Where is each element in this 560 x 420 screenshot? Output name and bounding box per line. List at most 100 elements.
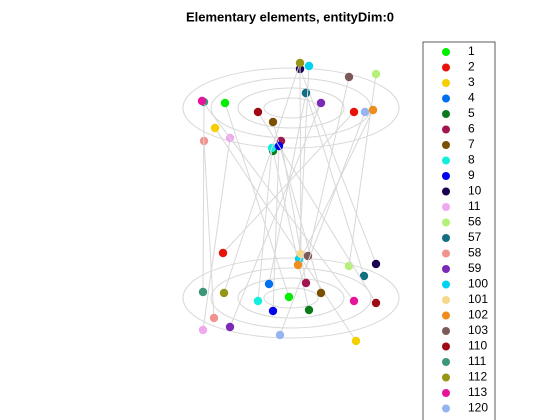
legend-label: 10 [468,184,482,198]
link-line [203,140,215,319]
legend-marker [442,187,450,196]
legend-label: 102 [468,308,488,322]
ring [263,97,319,119]
legend-label: 113 [468,385,487,399]
node-point [225,322,235,332]
node-point [268,117,278,127]
legend-label: 111 [468,354,487,368]
link-line [229,102,322,328]
node-point [316,98,326,108]
legend-marker [442,203,450,211]
node-point [301,278,311,288]
legend-marker [442,265,450,273]
legend-marker [442,79,450,87]
node-point [218,248,228,258]
ring [182,257,400,339]
legend-marker [442,94,450,103]
link-line [307,76,350,257]
link-line [202,101,205,293]
node-point [371,298,381,308]
legend-marker [442,110,450,118]
node-point [304,305,314,315]
legend-label: 2 [468,60,475,74]
legend-label: 57 [468,230,482,244]
node-point [253,296,263,306]
node-point [371,259,381,269]
ring [263,287,319,309]
node-point [295,58,305,68]
link-line [272,121,322,294]
node-point [209,313,219,323]
legend-label: 8 [468,153,475,167]
legend-marker [442,327,450,335]
legend-label: 120 [468,401,488,415]
legend-label: 58 [468,246,482,260]
ring [237,277,345,319]
legend-marker [442,125,450,134]
legend [422,41,496,420]
legend-label: 59 [468,261,482,275]
ring [210,267,372,329]
legend-marker [442,63,450,72]
link-line [299,62,302,255]
legend-marker [442,342,450,351]
node-point [303,251,313,261]
legend-label: 100 [468,277,488,291]
legend-marker [442,218,450,227]
legend-marker [442,296,450,304]
legend-label: 9 [468,168,475,182]
legend-label: 1 [468,44,475,58]
ring [237,87,345,129]
legend-marker [442,404,450,413]
legend-marker [442,172,450,180]
link-line [257,111,377,304]
legend-marker [442,249,450,258]
legend-marker [442,280,450,289]
legend-entries: 1234567891011565758591001011021031101111… [442,44,488,415]
node-point [219,288,229,298]
node-point [264,279,274,289]
legend-marker [442,48,450,56]
node-point [344,261,354,271]
legend-label: 6 [468,122,475,136]
node-point [198,287,208,297]
legend-marker [442,141,450,149]
node-point [275,330,285,340]
node-point [293,260,303,270]
node-point [198,325,208,335]
node-point [268,306,278,316]
link-line [257,147,273,302]
node-point [359,271,369,281]
legend-label: 5 [468,106,475,120]
chart-title: Elementary elements, entityDim:0 [186,9,394,24]
link-line [201,100,355,302]
node-point [301,88,311,98]
link-line [214,127,357,342]
legend-marker [442,234,450,242]
link-line [305,92,365,277]
node-point [371,69,381,79]
legend-marker [442,358,450,366]
legend-label: 3 [468,75,475,89]
node-point [344,72,354,82]
link-line [224,102,290,298]
link-line [223,62,301,294]
node-point [304,61,314,71]
legend-label: 110 [468,339,487,353]
link-line [299,68,377,265]
legend-label: 103 [468,323,488,337]
node-point [210,123,220,133]
node-point [253,107,263,117]
node-point [284,292,294,302]
legend-marker [442,373,450,382]
legend-marker [442,389,450,397]
cylinder [182,67,400,339]
legend-label: 11 [468,199,481,213]
node-point [316,288,326,298]
node-point [351,336,361,346]
node-point [349,296,359,306]
link-line [272,145,280,312]
node-point [296,249,306,259]
legend-label: 112 [468,370,487,384]
